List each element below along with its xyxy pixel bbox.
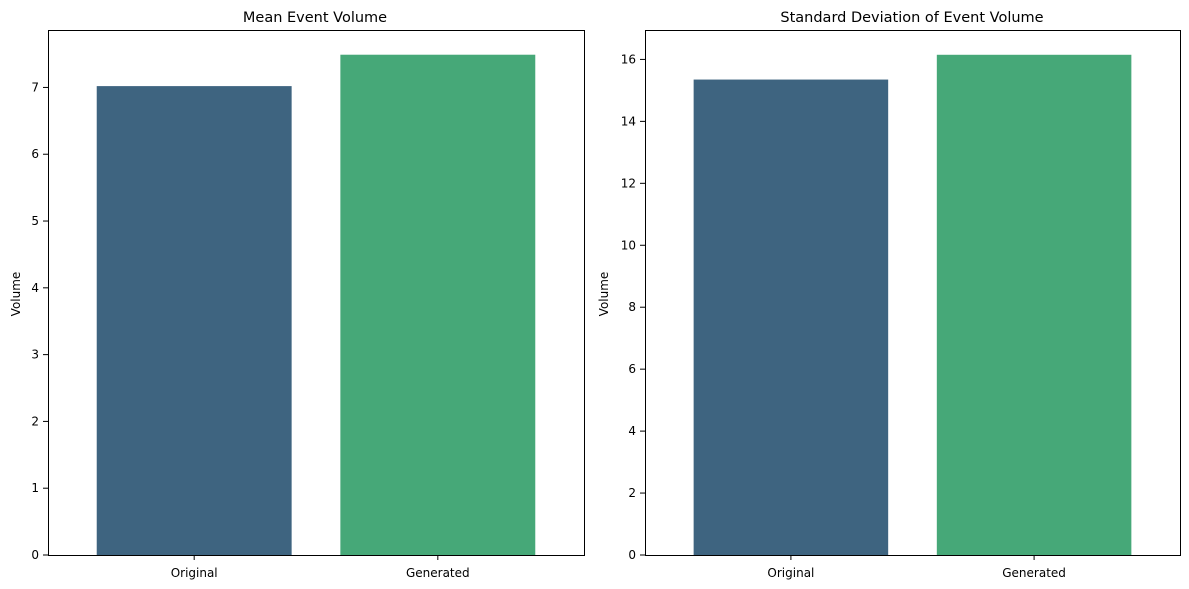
y-tick-label: 0: [31, 548, 39, 562]
bar-original: [96, 86, 292, 555]
y-axis-label: Volume: [597, 272, 611, 317]
bar-original: [693, 79, 889, 555]
bar-generated: [340, 54, 536, 555]
y-tick-label: 2: [628, 486, 636, 500]
y-tick-label: 0: [628, 548, 636, 562]
y-tick-label: 6: [628, 362, 636, 376]
y-tick-label: 1: [31, 481, 39, 495]
chart-title: Mean Event Volume: [243, 10, 387, 26]
x-tick-label: Generated: [1002, 566, 1066, 580]
x-tick-label: Generated: [406, 566, 470, 580]
bar-generated: [936, 54, 1132, 556]
plot-frame: [48, 30, 585, 556]
y-tick-label: 10: [621, 238, 636, 252]
y-tick-label: 7: [31, 80, 39, 94]
y-tick-label: 2: [31, 414, 39, 428]
chart-mean-event-volume: Mean Event Volume Volume Original Generat…: [9, 10, 585, 580]
y-tick-label: 4: [628, 424, 636, 438]
chart-std-event-volume: Standard Deviation of Event Volume Volum…: [597, 10, 1181, 580]
x-tick-label: Original: [767, 566, 814, 580]
y-tick-label: 6: [31, 147, 39, 161]
y-tick-label: 8: [628, 300, 636, 314]
y-tick-label: 14: [621, 114, 636, 128]
y-tick-label: 5: [31, 214, 39, 228]
plot-frame: [645, 30, 1181, 556]
y-tick-label: 4: [31, 281, 39, 295]
chart-title: Standard Deviation of Event Volume: [780, 10, 1043, 26]
y-tick-label: 3: [31, 348, 39, 362]
y-axis-label: Volume: [9, 272, 23, 317]
y-tick-label: 16: [621, 52, 636, 66]
y-tick-label: 12: [621, 176, 636, 190]
x-tick-label: Original: [171, 566, 218, 580]
